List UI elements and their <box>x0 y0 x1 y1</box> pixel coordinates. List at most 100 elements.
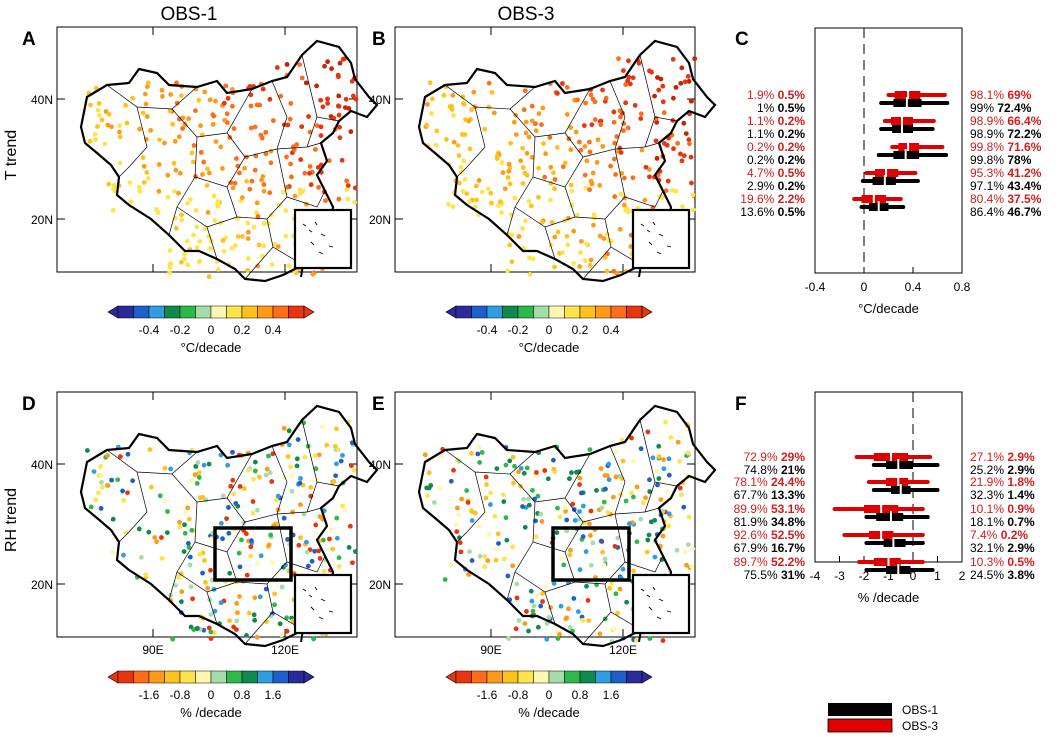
station-dot <box>554 90 560 96</box>
station-dot <box>600 87 605 93</box>
station-dot <box>595 137 601 143</box>
station-dot <box>589 181 595 187</box>
left-label-red: 19.6% 2.2% <box>740 192 805 206</box>
station-dot <box>590 540 596 546</box>
station-dot <box>526 134 532 140</box>
station-dot <box>529 154 535 160</box>
station-dot <box>165 194 171 200</box>
colorbar-segment <box>517 670 534 684</box>
station-dot <box>528 203 534 209</box>
station-dot <box>352 199 358 205</box>
station-dot <box>458 549 464 555</box>
station-dot <box>193 208 199 213</box>
station-dot <box>679 158 685 164</box>
station-dot <box>501 499 507 505</box>
station-dot <box>174 80 179 86</box>
station-dot <box>298 535 303 541</box>
station-dot <box>143 572 149 578</box>
station-dot <box>566 606 571 612</box>
colorbar-segment <box>626 305 643 319</box>
station-dot <box>425 493 430 499</box>
station-dot <box>91 469 97 475</box>
station-dot <box>170 636 176 642</box>
station-dot <box>318 133 324 138</box>
station-dot <box>654 468 660 474</box>
station-dot <box>221 100 227 106</box>
station-dot <box>448 562 454 568</box>
station-dot <box>588 508 594 514</box>
station-dot <box>624 599 630 605</box>
station-dot <box>331 478 337 484</box>
station-dot <box>268 212 274 218</box>
station-dot <box>687 141 692 147</box>
colorbar-segment <box>241 670 258 684</box>
station-dot <box>560 164 566 170</box>
station-dot <box>263 472 269 478</box>
station-dot <box>322 63 327 69</box>
station-dot <box>609 580 615 586</box>
station-dot <box>215 199 221 204</box>
station-dot <box>142 91 148 97</box>
station-dot <box>535 493 541 499</box>
station-dot <box>441 92 447 98</box>
station-dot <box>307 164 313 169</box>
left-label-black: 74.8% 21% <box>744 463 806 477</box>
colorbar-b: -0.4 -0.2 0 0.2 0.4 °C/decade <box>445 305 653 355</box>
station-dot <box>513 132 519 137</box>
station-dot <box>244 633 249 638</box>
station-dot <box>163 498 168 504</box>
colorbar-segment <box>564 305 581 319</box>
colorbar-segment <box>117 670 134 684</box>
station-dot <box>99 484 105 490</box>
south-sea-inset <box>631 208 691 270</box>
station-dot <box>632 103 638 108</box>
station-dot <box>673 85 679 90</box>
colorbar-tick-label: -0.2 <box>508 323 529 337</box>
station-dot <box>336 93 342 99</box>
station-dot <box>268 532 274 538</box>
station-dot <box>284 615 289 621</box>
station-dot <box>92 131 98 137</box>
left-label-black: 1% 0.5% <box>757 101 805 115</box>
station-dot <box>251 224 257 230</box>
station-dot <box>601 236 607 241</box>
station-dot <box>512 463 517 469</box>
colorbar-tick-label: 0.4 <box>603 323 620 337</box>
box <box>876 513 904 521</box>
station-dot <box>220 166 225 171</box>
station-dot <box>589 122 595 128</box>
station-dot <box>329 66 334 72</box>
station-dot <box>264 466 270 472</box>
station-dot <box>343 96 349 102</box>
station-dot <box>313 522 319 528</box>
station-dot <box>599 505 605 511</box>
station-dot <box>284 62 290 67</box>
colorbar-unit: °C/decade <box>519 340 580 355</box>
station-dot <box>294 463 300 469</box>
station-dot <box>194 626 200 632</box>
station-dot <box>678 80 684 86</box>
x-axis-label: °C/decade <box>858 301 919 316</box>
station-dot <box>532 496 538 502</box>
station-dot <box>338 458 344 464</box>
station-dot <box>110 207 116 213</box>
station-dot <box>686 514 692 520</box>
station-dot <box>448 478 454 484</box>
station-dot <box>137 126 143 132</box>
station-dot <box>254 507 260 513</box>
station-dot <box>156 162 162 167</box>
station-dot <box>299 124 305 130</box>
station-dot <box>239 195 245 200</box>
station-dot <box>297 191 303 196</box>
station-dot <box>318 97 324 103</box>
station-dot <box>302 454 308 460</box>
row-label-t: T trend <box>3 130 20 180</box>
station-dot <box>618 492 624 497</box>
station-dot <box>252 595 258 601</box>
station-dot <box>678 151 683 157</box>
station-dot <box>312 453 318 459</box>
station-dot <box>555 636 561 641</box>
station-dot <box>244 572 250 578</box>
colorbar-arrow-left <box>445 305 457 319</box>
station-dot <box>191 232 196 238</box>
